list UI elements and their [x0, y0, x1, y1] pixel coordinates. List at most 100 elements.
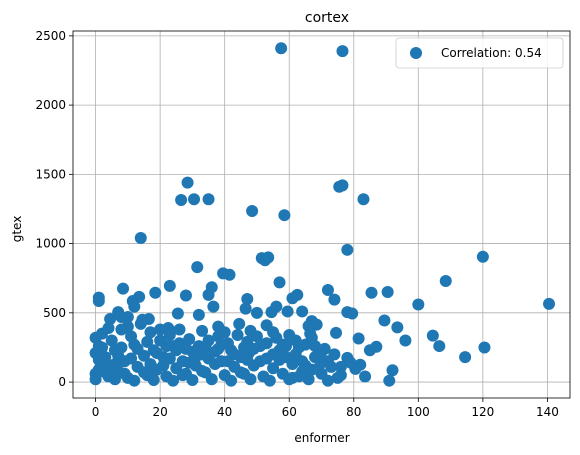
data-point	[196, 324, 209, 337]
data-point	[281, 305, 294, 318]
data-point	[171, 307, 184, 320]
data-point	[141, 335, 154, 348]
data-point	[207, 300, 220, 313]
data-point	[543, 297, 556, 310]
data-point	[175, 193, 188, 206]
data-point	[273, 276, 286, 289]
data-point	[118, 367, 131, 380]
data-point	[196, 364, 209, 377]
data-point	[263, 374, 276, 387]
plot-frame	[72, 30, 571, 399]
data-point	[283, 373, 296, 386]
data-point	[231, 328, 244, 341]
data-point	[267, 362, 280, 375]
data-point	[241, 292, 254, 305]
data-point	[254, 340, 267, 353]
data-point	[96, 341, 109, 354]
data-point	[341, 243, 354, 256]
y-tick-label: 1000	[35, 237, 66, 251]
x-tick-label: 20	[152, 405, 167, 419]
data-point	[154, 323, 167, 336]
data-point	[286, 292, 299, 305]
y-tick-label: 1500	[35, 167, 66, 181]
x-tick-label: 120	[471, 405, 494, 419]
data-point	[433, 340, 446, 353]
data-point	[265, 306, 278, 319]
data-point	[426, 329, 439, 342]
x-tick-label: 0	[92, 405, 100, 419]
data-point	[163, 352, 176, 365]
data-point	[223, 268, 236, 281]
data-point	[334, 360, 347, 373]
data-point	[476, 250, 489, 263]
data-point	[138, 366, 150, 379]
data-point	[439, 274, 452, 287]
data-point	[191, 261, 204, 274]
y-tick-label: 2000	[35, 98, 66, 112]
data-point	[318, 342, 331, 355]
data-point	[144, 326, 157, 339]
data-point	[381, 286, 394, 299]
data-point	[459, 351, 472, 364]
data-point	[292, 370, 305, 383]
data-point	[328, 348, 341, 361]
data-point	[128, 374, 141, 387]
data-point	[399, 334, 412, 347]
data-point	[89, 373, 102, 386]
legend-box	[395, 37, 564, 69]
data-point	[192, 308, 205, 321]
data-point	[134, 232, 147, 245]
data-point	[170, 344, 183, 357]
data-point	[186, 373, 199, 386]
data-point	[104, 313, 117, 326]
data-point	[262, 251, 275, 264]
data-point	[289, 348, 302, 361]
data-point	[115, 341, 128, 354]
y-tick-label: 500	[43, 306, 66, 320]
data-point	[273, 344, 286, 357]
data-point	[117, 282, 130, 295]
data-point	[121, 310, 134, 323]
y-tick-label: 2500	[35, 29, 66, 43]
data-point	[310, 318, 323, 331]
x-tick-label: 100	[407, 405, 430, 419]
data-point	[228, 348, 241, 361]
data-point	[278, 209, 291, 222]
data-point	[260, 352, 273, 365]
data-point	[239, 302, 252, 315]
x-tick-label: 60	[282, 405, 297, 419]
data-point	[92, 353, 105, 366]
legend-label: Correlation: 0.54	[441, 46, 542, 60]
legend: Correlation: 0.54	[395, 37, 564, 69]
y-axis-ticks: 0 500 1000 1500 2000 2500	[35, 29, 73, 389]
data-point	[250, 306, 263, 319]
data-point	[321, 283, 334, 296]
data-point	[199, 341, 212, 354]
data-point	[128, 300, 141, 313]
data-point	[244, 324, 257, 337]
data-point	[244, 373, 257, 386]
data-point	[330, 326, 343, 339]
data-point	[315, 356, 328, 369]
data-point	[108, 358, 121, 371]
y-axis-label: gtex	[10, 216, 24, 243]
data-point	[125, 330, 138, 343]
data-point	[150, 346, 163, 359]
data-point	[370, 340, 383, 353]
data-point	[163, 328, 176, 341]
data-point	[92, 295, 105, 308]
data-point	[225, 374, 238, 387]
data-point	[205, 373, 218, 386]
data-point	[202, 193, 215, 206]
data-point	[131, 342, 144, 355]
data-point	[328, 293, 341, 306]
data-point	[179, 289, 192, 302]
data-point	[305, 331, 318, 344]
legend-marker	[410, 47, 422, 59]
data-point	[275, 42, 288, 55]
data-point	[346, 307, 359, 320]
data-point	[241, 353, 254, 366]
data-point	[189, 351, 202, 364]
data-point	[336, 179, 349, 192]
